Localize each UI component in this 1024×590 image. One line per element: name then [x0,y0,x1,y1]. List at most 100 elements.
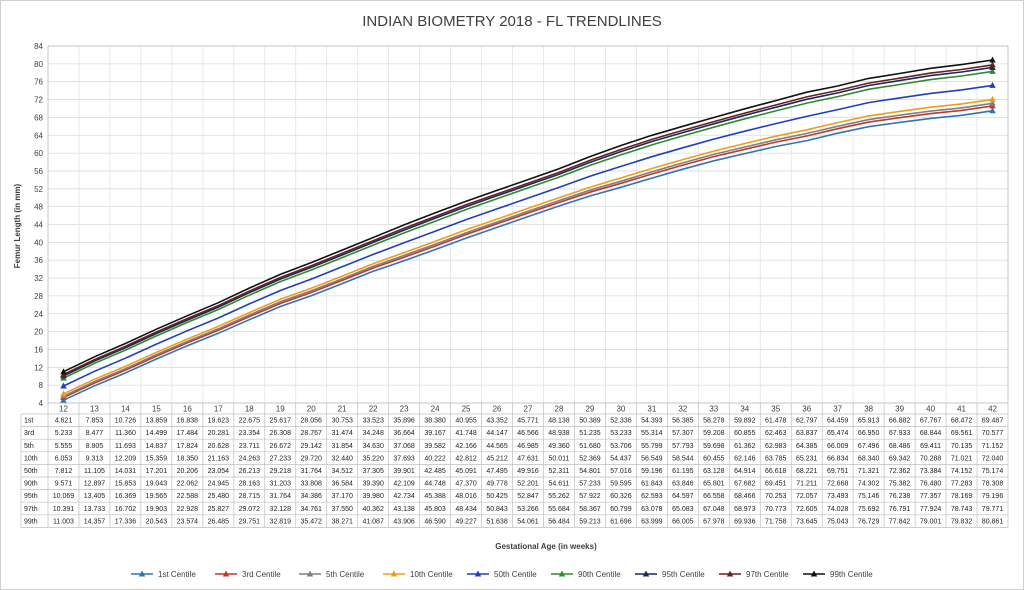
table-cell: 53.233 [610,430,632,437]
table-cell: 59.196 [641,468,663,475]
table-cell: 48.434 [455,506,477,513]
table-cell: 10.391 [53,506,75,513]
table-cell: 44.748 [424,481,446,488]
table-cell: 34.630 [362,443,384,450]
table-cell: 26.308 [270,430,292,437]
series-marker [60,390,67,397]
table-cell: 43.906 [393,518,415,525]
table-cell: 78.169 [951,493,973,500]
table-cell: 62.797 [796,418,818,425]
table-cell: 39.167 [424,430,446,437]
table-cell: 11.003 [53,518,74,525]
table-cell: 63.785 [765,455,787,462]
table-cell: 19.623 [208,418,230,425]
table-cell: 77.924 [920,506,942,513]
table-cell: 31.203 [270,481,292,488]
table-cell: 47.495 [486,468,508,475]
table-cell: 68.340 [858,455,880,462]
table-cell: 20.206 [177,468,199,475]
table-cell: 8.805 [86,443,104,450]
series-line [63,110,993,401]
table-cell: 22.675 [239,418,261,425]
x-tick-label: 18 [245,405,254,414]
table-cell: 61.696 [610,518,632,525]
table-cell: 71.211 [796,481,817,488]
table-cell: 64.914 [734,468,756,475]
table-row-label: 5th [24,443,34,450]
table-cell: 40.222 [424,455,446,462]
table-cell: 67.978 [703,518,725,525]
legend-marker [726,570,734,577]
y-tick-label: 72 [34,96,43,105]
x-tick-label: 27 [524,405,533,414]
table-cell: 65.231 [796,455,818,462]
table-cell: 17.336 [115,518,137,525]
table-row-label: 50th [24,468,38,475]
table-cell: 59.892 [734,418,756,425]
table-cell: 37.068 [393,443,415,450]
x-tick-label: 14 [121,405,130,414]
y-tick-label: 64 [34,131,43,140]
table-cell: 29.142 [301,443,323,450]
table-cell: 43.352 [486,418,508,425]
table-cell: 55.262 [548,493,570,500]
table-cell: 22.928 [177,506,199,513]
table-cell: 72.057 [796,493,818,500]
series-line [63,64,993,376]
table-cell: 23.354 [239,430,261,437]
series-line [63,105,993,399]
table-cell: 69.411 [920,443,941,450]
table-cell: 4.621 [55,418,73,425]
table-cell: 25.480 [208,493,230,500]
table-cell: 36.584 [331,481,353,488]
table-cell: 67.682 [734,481,756,488]
y-tick-label: 60 [34,149,43,158]
table-cell: 77.842 [889,518,911,525]
legend-label: 90th Centile [578,570,621,579]
x-tick-label: 12 [59,405,68,414]
legend-marker [390,570,398,577]
table-cell: 56.385 [672,418,694,425]
table-cell: 61.843 [641,481,663,488]
table-cell: 49.916 [517,468,539,475]
table-cell: 63.128 [703,468,725,475]
y-tick-label: 76 [34,78,43,87]
series-line [63,98,993,395]
table-cell: 80.861 [982,518,1004,525]
x-tick-label: 16 [183,405,192,414]
table-cell: 74.302 [858,481,880,488]
y-tick-label: 68 [34,113,43,122]
table-cell: 25.827 [208,506,230,513]
table-cell: 45.212 [486,455,508,462]
series-lines [60,56,996,403]
table-cell: 26.485 [208,518,230,525]
table-cell: 42.812 [455,455,477,462]
table-cell: 51.680 [579,443,601,450]
series-line [63,70,993,379]
x-tick-label: 33 [709,405,718,414]
table-cell: 16.702 [115,506,137,513]
table-cell: 14.357 [84,518,106,525]
table-cell: 62.983 [765,443,787,450]
legend-label: 50th Centile [494,570,537,579]
table-cell: 62.146 [734,455,756,462]
x-tick-label: 15 [152,405,161,414]
table-cell: 16.838 [177,418,199,425]
table-cell: 69.342 [889,455,911,462]
legend-label: 10th Centile [410,570,453,579]
table-cell: 8.477 [86,430,104,437]
table-cell: 9.571 [55,481,73,488]
legend-label: 1st Centile [158,570,196,579]
table-cell: 72.668 [827,481,849,488]
table-cell: 32.128 [270,506,292,513]
y-tick-label: 36 [34,256,43,265]
table-cell: 17.201 [146,468,168,475]
table-cell: 69.561 [951,430,973,437]
table-cell: 58.544 [672,455,694,462]
legend: 1st Centile 3rd Centile 5th Centile 10th Ce… [131,570,873,579]
table-cell: 77.357 [920,493,942,500]
table-cell: 29.720 [301,455,323,462]
table-cell: 49.360 [548,443,570,450]
table-cell: 57.307 [672,430,694,437]
